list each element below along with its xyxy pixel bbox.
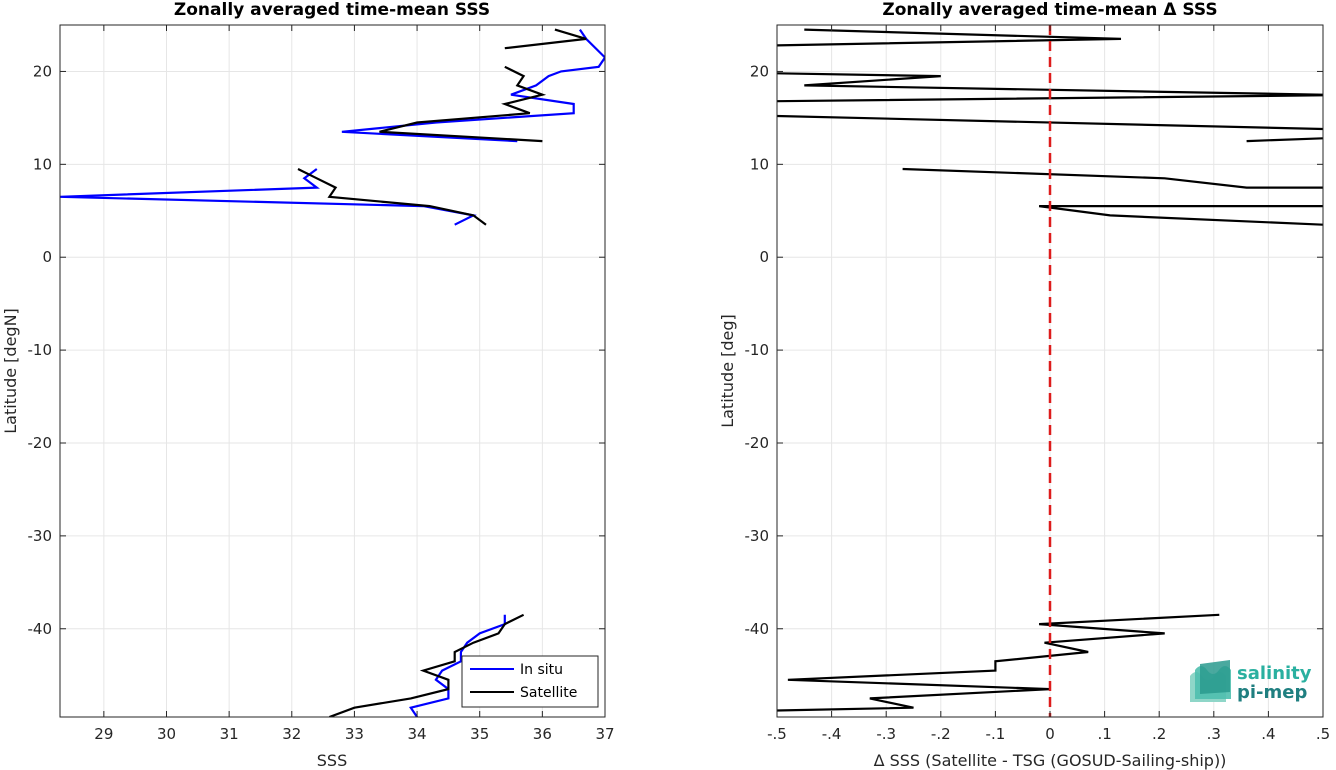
x-tick-label-right: 0	[1045, 725, 1055, 743]
y-tick-label-right: -20	[745, 434, 770, 452]
series-line-right-delta-seg5	[1038, 205, 1323, 226]
legend-label-satellite: Satellite	[520, 685, 577, 701]
panel-left-sss: 29 30 31 32 33 34 35 36 37 20 10 0 -10 -20 -30 -40 Zona…	[1, 0, 615, 770]
x-tick-label-right: -.5	[767, 725, 787, 743]
x-tick-label-left: 37	[595, 725, 614, 743]
legend-label-insitu: In situ	[520, 662, 563, 678]
y-tick-label-right: -40	[745, 620, 770, 638]
panel-right-delta-sss: -.5 -.4 -.3 -.2 -.1 0 .1 .2 .3 .4 .5 20 10 0 -10 -20 -30…	[718, 0, 1330, 770]
x-tick-label-right: .5	[1316, 725, 1330, 743]
y-tick-label-right: -10	[745, 341, 770, 359]
x-tick-label-left: 31	[220, 725, 239, 743]
y-tick-label-left: 10	[33, 155, 52, 173]
x-tick-label-right: .3	[1207, 725, 1221, 743]
logo-line2: pi-mep	[1237, 682, 1307, 703]
x-tick-label-right: .4	[1261, 725, 1275, 743]
x-tick-label-left: 36	[533, 725, 552, 743]
x-tick-label-right: .1	[1097, 725, 1111, 743]
y-tick-label-right: 20	[750, 62, 769, 80]
x-axis-label-right: Δ SSS (Satellite - TSG (GOSUD-Sailing-sh…	[874, 751, 1227, 770]
series-line-left-satellite-seg3	[329, 613, 525, 717]
series-left	[60, 28, 605, 717]
x-tick-label-left: 32	[282, 725, 301, 743]
series-line-right-delta-seg0	[777, 28, 1122, 47]
y-tick-label-left: -20	[28, 434, 53, 452]
y-tick-label-right: 0	[759, 248, 769, 266]
x-tick-label-left: 34	[408, 725, 427, 743]
y-axis-label-right: Latitude [deg]	[718, 314, 737, 428]
x-tick-label-right: -.4	[822, 725, 842, 743]
series-line-left-in-situ-seg2	[409, 614, 506, 717]
logo-line1: salinity	[1237, 663, 1312, 684]
wave-stack-icon	[1190, 660, 1231, 702]
y-axis-label-left: Latitude [degN]	[1, 308, 20, 434]
y-tick-label-right: -30	[745, 527, 770, 545]
series-line-left-in-situ-seg0	[341, 28, 605, 143]
series-line-right-delta-seg4	[902, 167, 1323, 189]
x-tick-label-left: 29	[94, 725, 113, 743]
series-line-right-delta-seg1	[777, 72, 1323, 103]
series-line-left-satellite-seg0	[504, 28, 587, 50]
y-tick-label-left: -30	[28, 527, 53, 545]
x-axis-label-left: SSS	[317, 751, 347, 770]
x-tick-label-left: 33	[345, 725, 364, 743]
y-tick-label-left: 20	[33, 62, 52, 80]
legend-box	[461, 655, 599, 708]
y-tick-label-left: 0	[42, 248, 52, 266]
x-tick-label-right: -.3	[876, 725, 896, 743]
series-line-left-satellite-seg1	[379, 65, 547, 143]
x-tick-label-left: 35	[470, 725, 489, 743]
axes-box-left	[59, 24, 606, 718]
y-tick-label-right: 10	[750, 155, 769, 173]
grid-left	[60, 25, 606, 717]
chart-title-left: Zonally averaged time-mean SSS	[174, 0, 490, 20]
ticks-right: -.5 -.4 -.3 -.2 -.1 0 .1 .2 .3 .4 .5 20 10 0 -10 -20 -30…	[745, 25, 1330, 743]
x-tick-label-right: -.2	[931, 725, 951, 743]
x-tick-label-right: .2	[1152, 725, 1166, 743]
y-tick-label-left: -40	[28, 620, 53, 638]
x-tick-label-right: -.1	[986, 725, 1006, 743]
y-tick-label-left: -10	[28, 341, 53, 359]
chart-title-right: Zonally averaged time-mean Δ SSS	[882, 0, 1217, 20]
salinity-pi-mep-logo: salinity pi-mep	[1190, 660, 1312, 703]
series-line-right-delta-seg3	[1246, 137, 1323, 143]
series-line-right-delta-seg6	[777, 613, 1220, 712]
ticks-left: 29 30 31 32 33 34 35 36 37 20 10 0 -10 -20 -30 -40	[28, 25, 615, 743]
legend: In situ Satellite	[461, 655, 599, 708]
x-tick-label-left: 30	[157, 725, 176, 743]
series-line-left-satellite-seg2	[297, 168, 487, 226]
